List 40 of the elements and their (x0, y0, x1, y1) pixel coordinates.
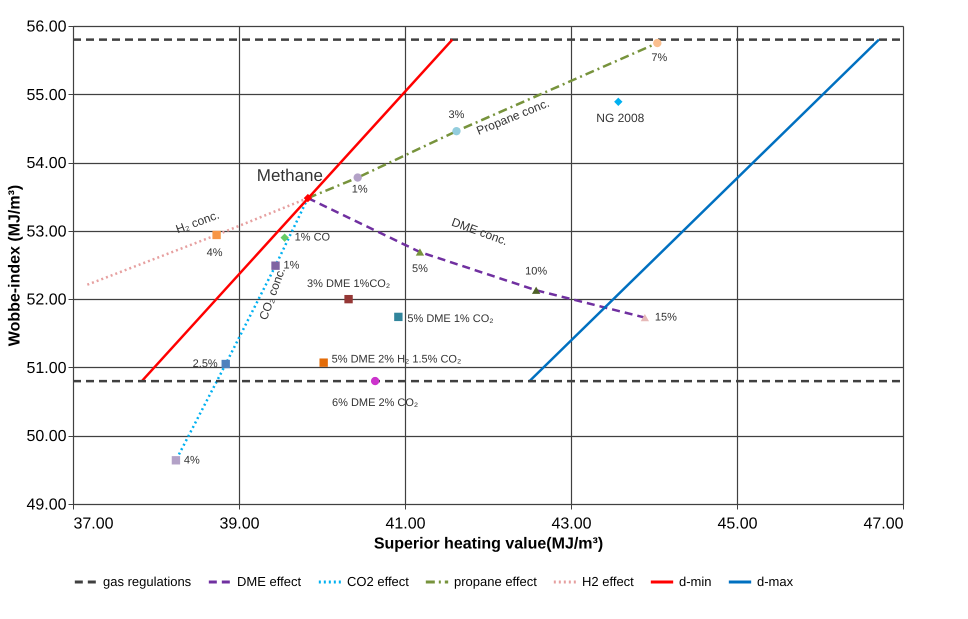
legend-label: DME effect (237, 574, 302, 589)
x-tick-label: 37.00 (74, 516, 114, 532)
legend-label: d-min (679, 574, 712, 589)
annotation: 5% DME 1% CO₂ (407, 312, 494, 325)
annotation: 5% (412, 263, 428, 276)
x-tick-label: 47.00 (863, 516, 904, 532)
annotation: 1% (352, 184, 368, 196)
legend-label: CO2 effect (347, 574, 410, 589)
x-tick-label: 43.00 (551, 516, 592, 532)
annotation: 1% CO (294, 232, 331, 244)
annotation: 1% (284, 260, 300, 272)
x-tick-label: 45.00 (717, 516, 758, 532)
y-tick-label: 54.00 (26, 155, 67, 172)
annotation: Methane (256, 166, 323, 186)
annotation: 3% (448, 109, 465, 122)
annotation: 4% (206, 246, 223, 259)
annotation: 4% (184, 454, 200, 466)
legend-label: H2 effect (582, 574, 634, 589)
y-tick-label: 56.00 (26, 18, 67, 36)
annotation: 15% (654, 312, 678, 324)
y-tick-label: 55.00 (26, 86, 67, 104)
y-tick-label: 52.00 (26, 292, 67, 309)
y-axis-title: Wobbe-index (MJ/m³) (6, 184, 24, 346)
x-tick-label: 39.00 (219, 516, 260, 532)
annotation: 7% (651, 52, 668, 64)
x-tick-label: 41.00 (385, 516, 426, 532)
y-tick-label: 53.00 (26, 223, 67, 240)
y-tick-label: 49.00 (26, 496, 67, 514)
annotation: 10% (525, 265, 548, 278)
legend-label: gas regulations (103, 574, 192, 589)
y-tick-label: 51.00 (26, 360, 67, 377)
y-tick-label: 50.00 (26, 428, 67, 446)
annotation: 2.5% (192, 358, 218, 370)
legend-label: propane effect (454, 574, 538, 589)
annotation: DME conc. (450, 214, 510, 248)
annotation: 3% DME 1%CO₂ (306, 278, 390, 290)
legend-label: d-max (757, 574, 794, 589)
annotation: H₂ conc. (174, 208, 222, 236)
annotation: NG 2008 (596, 110, 645, 125)
x-axis-title: Superior heating value(MJ/m³) (374, 536, 604, 552)
